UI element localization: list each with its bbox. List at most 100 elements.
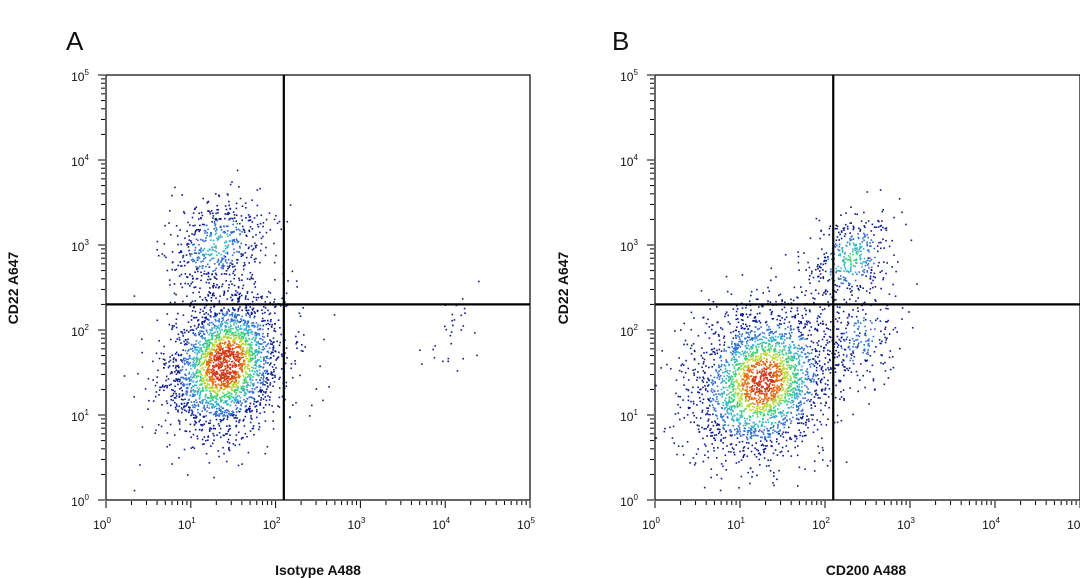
event-dot [209,378,211,381]
event-dot [139,464,141,466]
event-dot [728,395,731,398]
event-dot [764,447,767,450]
event-dot [259,231,261,234]
event-dot [251,370,254,372]
event-dot [243,333,245,335]
event-dot [689,407,691,409]
event-dot [229,386,232,389]
event-dot [226,393,228,396]
event-dot [246,278,249,280]
event-dot [196,356,198,359]
event-dot [206,360,208,363]
event-dot [223,343,226,345]
event-dot [273,341,275,343]
event-dot [175,408,177,411]
event-dot [764,425,766,428]
event-dot [212,427,215,430]
event-dot [215,352,218,355]
event-dot [249,343,251,345]
event-dot [778,294,780,297]
event-dot [729,429,732,431]
event-dot [222,377,224,379]
event-dot [732,347,735,350]
event-dot [208,411,211,414]
event-dot [261,335,264,338]
event-dot [154,384,157,387]
event-dot [190,253,193,255]
event-dot [254,245,257,247]
event-dot [230,350,232,353]
event-dot [743,446,746,448]
event-dot [214,401,217,403]
event-dot [216,228,218,231]
event-dot [749,395,751,398]
event-dot [177,383,179,386]
event-dot [771,400,774,402]
event-dot [195,343,197,345]
event-dot [784,333,786,335]
event-dot [253,403,255,405]
event-dot [198,249,201,252]
event-dot [773,350,775,353]
event-dot [244,296,247,299]
event-dot [742,385,745,388]
event-dot [713,434,716,437]
event-dot [279,341,281,344]
event-dot [806,373,809,376]
event-dot [761,339,763,341]
event-dot [789,437,791,440]
event-dot [221,363,224,365]
event-dot [228,398,231,400]
event-dot [258,365,260,367]
event-dot [830,368,832,370]
event-dot [210,380,212,382]
event-dot [244,355,247,358]
event-dot [729,402,732,404]
event-dot [178,251,181,254]
event-dot [244,334,246,336]
event-dot [272,374,274,376]
event-dot [199,414,201,416]
event-dot [201,361,204,364]
event-dot [233,383,235,385]
event-dot [821,437,823,440]
event-dot [735,350,738,352]
event-dot [208,291,210,293]
event-dot [226,230,229,232]
event-dot [267,379,270,381]
event-dot [797,350,799,352]
event-dot [207,436,209,438]
event-dot [248,367,250,370]
event-dot [291,376,294,379]
event-dot [801,386,803,388]
event-dot [790,310,792,313]
event-dot [222,267,224,269]
event-dot [801,440,803,443]
event-dot [219,427,222,430]
event-dot [197,239,199,242]
event-dot [794,389,797,391]
event-dot [208,372,211,375]
event-dot [673,442,675,444]
event-dot [750,294,752,297]
event-dot [189,329,192,332]
event-dot [730,418,733,421]
event-dot [233,231,235,233]
event-dot [216,237,218,239]
event-dot [210,376,212,378]
event-dot [690,400,692,403]
event-dot [262,375,265,378]
event-dot [245,405,248,407]
event-dot [743,352,746,354]
event-dot [221,323,224,326]
event-dot [242,347,245,349]
event-dot [172,361,175,363]
event-dot [178,396,180,398]
event-dot [223,232,226,234]
event-dot [447,357,450,360]
event-dot [740,335,743,337]
event-dot [232,385,235,388]
event-dot [152,400,155,402]
event-dot [234,373,237,375]
event-dot [257,226,260,228]
